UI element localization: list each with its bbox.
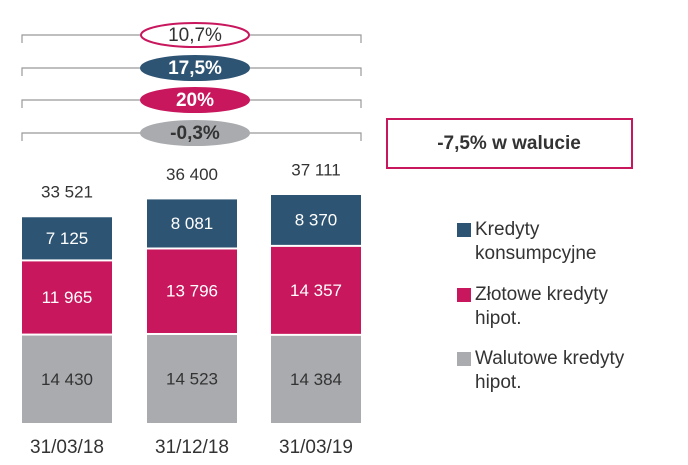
value-label: 8 370: [295, 210, 338, 229]
legend-entry: Kredyty konsumpcyjne: [457, 218, 687, 266]
annotation: 20%: [176, 90, 214, 111]
value-label: 14 430: [41, 370, 93, 389]
bar-segment: [22, 217, 112, 260]
bar-segment: [147, 249, 237, 333]
annotation: -0,3%: [170, 123, 220, 144]
bar-segment: [271, 246, 361, 334]
legend-swatch: [457, 223, 471, 237]
bar-segment: [147, 334, 237, 423]
legend-label: Kredyty konsumpcyjne: [475, 219, 597, 264]
note-box: [386, 118, 633, 169]
value-label: 7 125: [46, 229, 89, 248]
total-label: 37 111: [291, 160, 340, 179]
legend-label: Walutowe kredyty hipot.: [475, 348, 625, 393]
bubble: [140, 120, 250, 146]
x-tick-label: 31/03/18: [30, 437, 104, 458]
value-label: 8 081: [171, 214, 214, 233]
annotation: 17,5%: [168, 58, 222, 79]
total-label: 36 400: [166, 165, 218, 184]
value-label: 13 796: [166, 282, 218, 301]
annotation: 10,7%: [168, 25, 222, 46]
legend-entry: Walutowe kredyty hipot.: [457, 347, 687, 395]
x-tick-label: 31/12/18: [155, 437, 229, 458]
bar-segment: [22, 261, 112, 334]
legend-label: Złotowe kredyty hipot.: [475, 284, 609, 329]
value-label: 14 523: [166, 369, 218, 388]
bubble: [140, 55, 250, 81]
legend-swatch: [457, 352, 471, 366]
legend-swatch: [457, 288, 471, 302]
bubble: [140, 87, 250, 113]
bar-segment: [271, 335, 361, 423]
bar-segment: [271, 195, 361, 245]
value-label: 14 384: [290, 370, 342, 389]
total-label: 33 521: [41, 183, 93, 202]
bubble: [140, 22, 250, 48]
bar-segment: [147, 199, 237, 248]
bar-segment: [22, 335, 112, 423]
legend-entry: Złotowe kredyty hipot.: [457, 283, 687, 331]
note-text: -7,5% w walucie: [437, 133, 581, 154]
value-label: 14 357: [290, 281, 342, 300]
value-label: 11 965: [42, 288, 93, 307]
x-tick-label: 31/03/19: [279, 437, 353, 458]
